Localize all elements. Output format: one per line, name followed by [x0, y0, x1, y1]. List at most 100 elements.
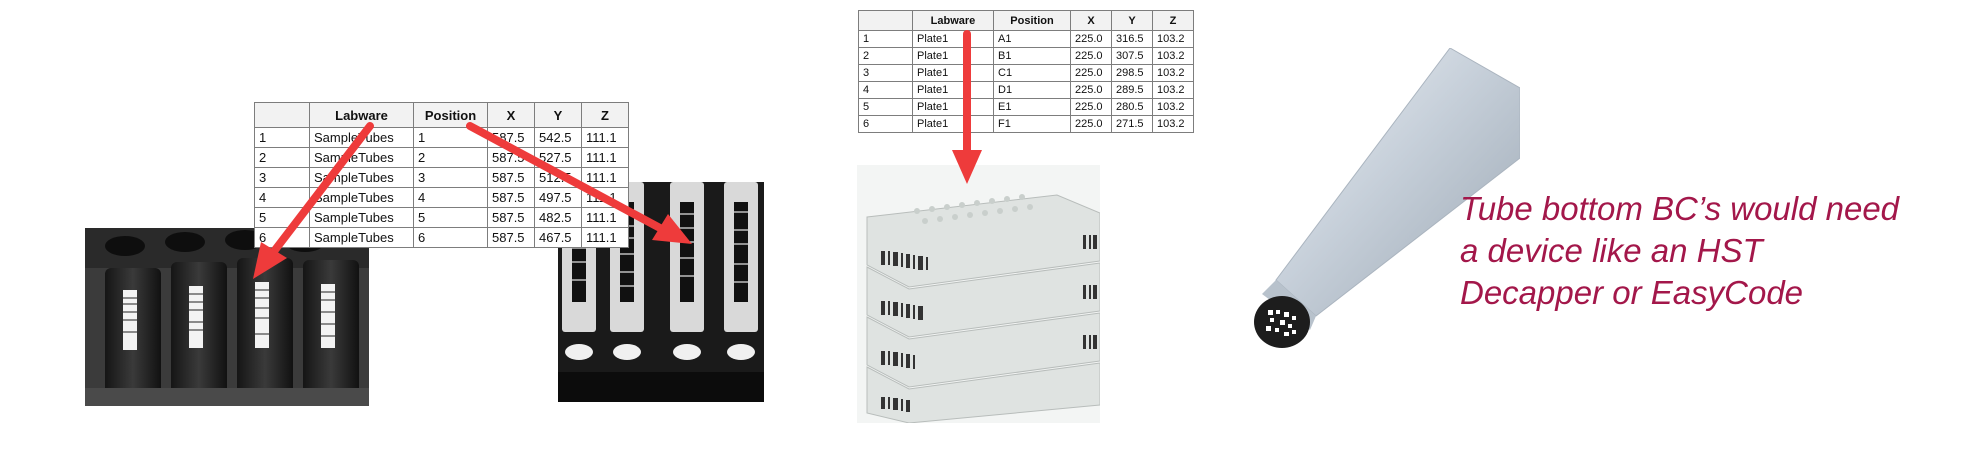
table-row: 2 Plate1 B1 225.0 307.5 103.2	[858, 47, 1194, 65]
position-cell: B1	[993, 47, 1071, 65]
z-cell: 111.1	[581, 167, 629, 188]
row-index: 4	[858, 81, 913, 99]
table-row: 3 Plate1 C1 225.0 298.5 103.2	[858, 64, 1194, 82]
x-cell: 225.0	[1070, 81, 1112, 99]
position-cell: 6	[413, 227, 488, 248]
column-header-labware: Labware	[309, 102, 414, 128]
position-cell: A1	[993, 30, 1071, 48]
x-cell: 587.5	[487, 187, 535, 208]
z-cell: 103.2	[1152, 115, 1194, 133]
sample-tubes-position-table: Labware Position X Y Z 1 SampleTubes 1 5…	[254, 102, 629, 248]
sample-tubes-carrier-illustration	[85, 228, 369, 406]
row-index: 2	[254, 147, 310, 168]
x-cell: 587.5	[487, 167, 535, 188]
y-cell: 271.5	[1111, 115, 1153, 133]
row-index: 3	[254, 167, 310, 188]
labware-cell: Plate1	[912, 115, 994, 133]
caption-line: Tube bottom BC’s would need	[1460, 190, 1900, 227]
row-index: 4	[254, 187, 310, 208]
column-header-z: Z	[1152, 10, 1194, 31]
stacked-microplates-photo	[857, 165, 1100, 423]
table-row: 6 SampleTubes 6 587.5 467.5 111.1	[254, 227, 629, 248]
z-cell: 111.1	[581, 187, 629, 208]
column-header-position: Position	[993, 10, 1071, 31]
table-row: 1 Plate1 A1 225.0 316.5 103.2	[858, 30, 1194, 48]
x-cell: 587.5	[487, 147, 535, 168]
table-row: 5 Plate1 E1 225.0 280.5 103.2	[858, 98, 1194, 116]
row-index: 6	[254, 227, 310, 248]
y-cell: 527.5	[534, 147, 582, 168]
table-header-row: Labware Position X Y Z	[254, 102, 629, 128]
labware-cell: Plate1	[912, 30, 994, 48]
labware-cell: SampleTubes	[309, 167, 414, 188]
y-cell: 316.5	[1111, 30, 1153, 48]
y-cell: 307.5	[1111, 47, 1153, 65]
tube-bottom-barcode-illustration	[1254, 48, 1520, 348]
stacked-microplates-illustration	[857, 165, 1100, 423]
x-cell: 587.5	[487, 207, 535, 228]
column-header	[858, 10, 913, 31]
labware-cell: Plate1	[912, 81, 994, 99]
y-cell: 289.5	[1111, 81, 1153, 99]
row-index: 2	[858, 47, 913, 65]
labware-cell: SampleTubes	[309, 207, 414, 228]
labware-cell: SampleTubes	[309, 187, 414, 208]
x-cell: 587.5	[487, 227, 535, 248]
z-cell: 103.2	[1152, 30, 1194, 48]
column-header-y: Y	[1111, 10, 1153, 31]
plate-position-table: Labware Position X Y Z 1 Plate1 A1 225.0…	[858, 10, 1194, 133]
row-index: 3	[858, 64, 913, 82]
table-row: 1 SampleTubes 1 587.5 542.5 111.1	[254, 127, 629, 148]
y-cell: 542.5	[534, 127, 582, 148]
column-header-position: Position	[413, 102, 488, 128]
labware-cell: Plate1	[912, 98, 994, 116]
position-cell: F1	[993, 115, 1071, 133]
z-cell: 111.1	[581, 147, 629, 168]
y-cell: 298.5	[1111, 64, 1153, 82]
y-cell: 280.5	[1111, 98, 1153, 116]
x-cell: 225.0	[1070, 64, 1112, 82]
column-header-x: X	[1070, 10, 1112, 31]
column-header-y: Y	[534, 102, 582, 128]
x-cell: 587.5	[487, 127, 535, 148]
table-row: 6 Plate1 F1 225.0 271.5 103.2	[858, 115, 1194, 133]
tube-bottom-barcode-photo	[1220, 48, 1520, 368]
column-header	[254, 102, 310, 128]
column-header-labware: Labware	[912, 10, 994, 31]
x-cell: 225.0	[1070, 98, 1112, 116]
row-index: 5	[858, 98, 913, 116]
position-cell: C1	[993, 64, 1071, 82]
row-index: 1	[858, 30, 913, 48]
position-cell: 2	[413, 147, 488, 168]
table-row: 3 SampleTubes 3 587.5 512.5 111.1	[254, 167, 629, 188]
labware-cell: Plate1	[912, 47, 994, 65]
row-index: 6	[858, 115, 913, 133]
y-cell: 497.5	[534, 187, 582, 208]
position-cell: E1	[993, 98, 1071, 116]
y-cell: 482.5	[534, 207, 582, 228]
y-cell: 512.5	[534, 167, 582, 188]
table-row: 2 SampleTubes 2 587.5 527.5 111.1	[254, 147, 629, 168]
x-cell: 225.0	[1070, 47, 1112, 65]
table-header-row: Labware Position X Y Z	[858, 10, 1194, 31]
z-cell: 103.2	[1152, 47, 1194, 65]
z-cell: 111.1	[581, 127, 629, 148]
z-cell: 111.1	[581, 207, 629, 228]
tube-bottom-caption: Tube bottom BC’s would need a device lik…	[1460, 188, 1960, 314]
column-header-z: Z	[581, 102, 629, 128]
z-cell: 103.2	[1152, 64, 1194, 82]
sample-tubes-carrier-photo	[85, 228, 369, 406]
position-cell: D1	[993, 81, 1071, 99]
table-row: 4 Plate1 D1 225.0 289.5 103.2	[858, 81, 1194, 99]
z-cell: 103.2	[1152, 81, 1194, 99]
position-cell: 4	[413, 187, 488, 208]
column-header-x: X	[487, 102, 535, 128]
labware-cell: SampleTubes	[309, 227, 414, 248]
x-cell: 225.0	[1070, 30, 1112, 48]
z-cell: 111.1	[581, 227, 629, 248]
position-cell: 1	[413, 127, 488, 148]
row-index: 5	[254, 207, 310, 228]
position-cell: 3	[413, 167, 488, 188]
labware-cell: SampleTubes	[309, 147, 414, 168]
table-row: 5 SampleTubes 5 587.5 482.5 111.1	[254, 207, 629, 228]
